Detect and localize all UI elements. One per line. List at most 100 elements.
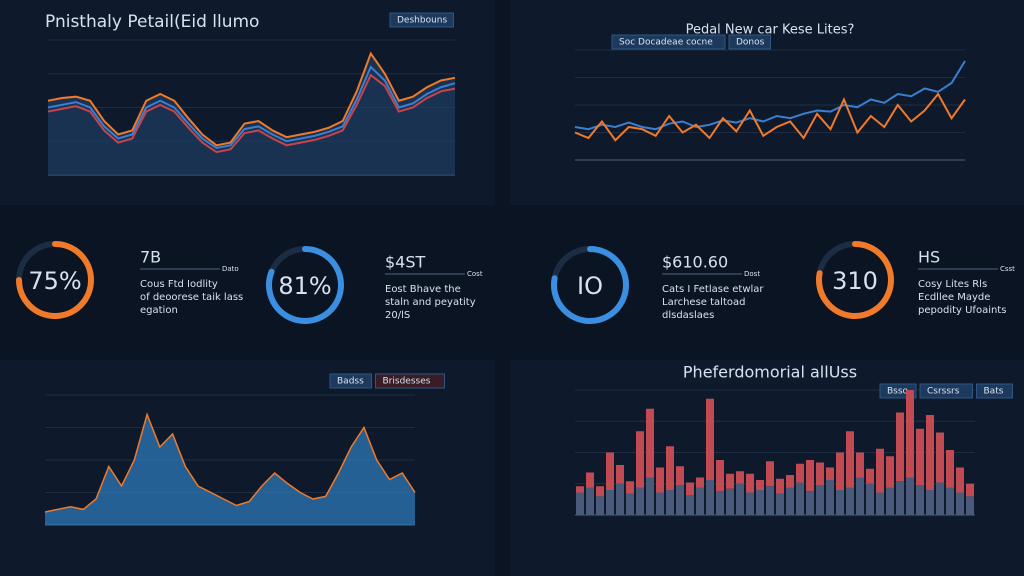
bar [576,486,584,493]
bar [626,493,634,515]
bar [956,467,964,493]
line [47,65,456,150]
bar [776,493,784,515]
legend-label: Donos [736,38,765,48]
bar [766,486,774,515]
bar [896,481,904,515]
bar [716,460,724,492]
bar [966,496,974,515]
bar [706,398,714,480]
bar [846,487,854,515]
bar [596,486,604,497]
chart-title: Pedal New car Kese Lites? [686,23,855,38]
legend-button [728,34,771,50]
chart-title: Pheferdomorial allUss [683,363,857,382]
gauge-arc [266,246,344,324]
bar [856,477,864,515]
gauge-value: IO [577,272,603,300]
legend-label: Soc Docadeae cocne [619,38,713,48]
bar [826,480,834,515]
chart-title: Pnisthaly Petail(Eid llumo [45,12,259,32]
bar [616,483,624,515]
gauge-value: 310 [832,267,878,295]
kpi-text: Cosy Lites Rls [918,279,987,290]
bar [776,478,784,494]
bar [726,488,734,515]
bar [916,428,924,485]
bar [706,480,714,515]
legend-label: Deshbouns [397,16,447,26]
bar [696,487,704,515]
kpi-head: $610.60 [662,253,728,272]
bar [736,483,744,515]
kpi-text: dlsdaslaes [662,310,714,321]
kpi-head: HS [918,248,940,267]
legend-button [389,12,454,28]
bar [696,477,704,488]
bar [936,482,944,515]
bar [586,487,594,515]
bar [846,431,854,488]
bar [966,483,974,497]
bar [586,472,594,488]
bar [736,471,744,484]
bar [726,473,734,489]
bar [606,490,614,515]
bar [796,482,804,515]
line [574,92,966,142]
bar [886,456,894,488]
kpi-tag: Csst [1000,265,1015,273]
bar [896,412,904,482]
line [574,60,966,131]
kpi-text: of deoorese taik lass [140,292,243,303]
legend-button [919,383,973,399]
line [44,412,416,513]
bar [906,390,914,478]
kpi-tag: Dato [222,265,239,273]
legend-button [329,373,372,389]
bar [876,448,884,493]
bar [686,482,694,495]
kpi-text: 20/lS [385,310,410,321]
legend-label: Bats [984,387,1004,397]
bar [716,491,724,515]
legend-button [375,373,445,389]
bar [856,452,864,478]
bar [756,480,764,490]
kpi-head: 7B [140,248,161,267]
bar [666,490,674,515]
legend-button [611,34,726,50]
gauge-value: 81% [278,272,331,300]
bar [946,450,954,488]
bar [866,468,874,484]
bar [806,460,814,492]
kpi-text: Cats I Fetlase etwlar [662,284,764,295]
legend-label: Brisdesses [383,377,431,387]
bar [646,477,654,515]
kpi-tag: Cost [467,270,483,278]
bar [666,446,674,490]
bar [606,452,614,490]
bar [826,467,834,480]
line [47,73,456,154]
kpi-text: Eost Bhave the [385,284,461,295]
kpi-tag: Dost [744,270,760,278]
bar [926,415,934,490]
bar [806,491,814,515]
legend-label: Bsso [887,387,909,397]
bar [676,466,684,485]
kpi-text: Cous Ftd Iodlity [140,279,218,290]
bar [746,473,754,493]
kpi-text: egation [140,305,178,316]
legend-label: Badss [337,377,364,387]
bar [816,462,824,485]
bar [686,495,694,515]
gauge-arc [816,241,894,319]
line [47,51,456,147]
bar [816,485,824,515]
bar [906,477,914,515]
bar [946,487,954,515]
panel [0,360,495,576]
bar [866,483,874,515]
bar [626,481,634,494]
